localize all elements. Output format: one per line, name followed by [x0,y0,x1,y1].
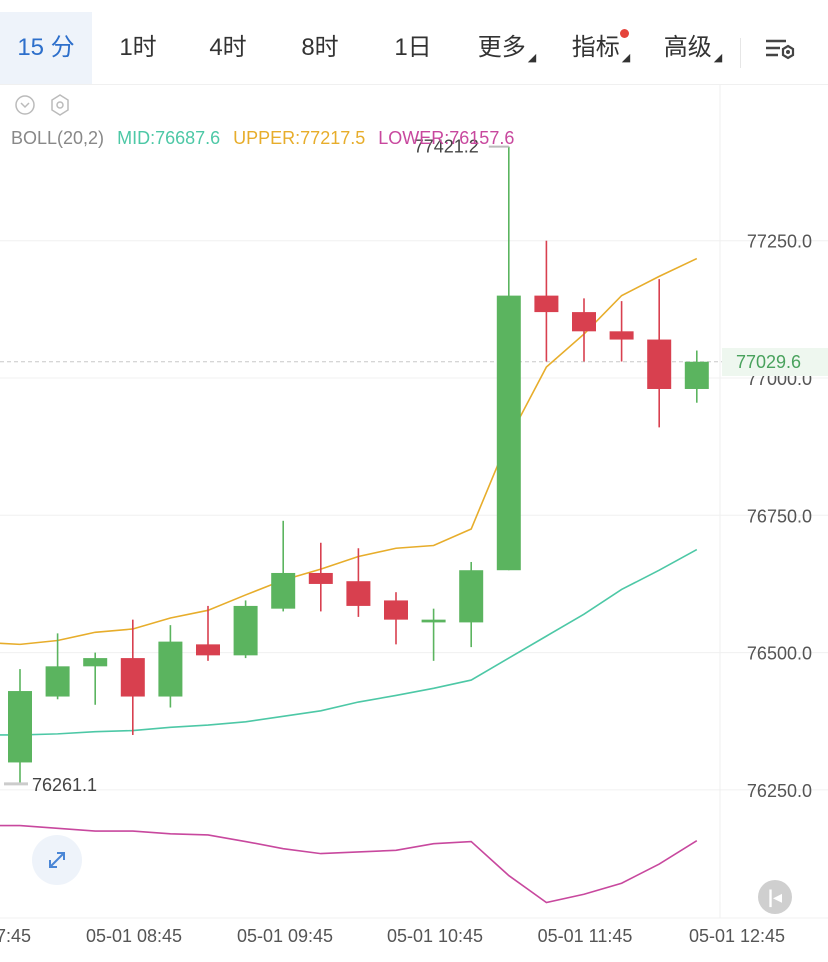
candle-up [421,619,446,623]
chart-settings-icon[interactable] [760,32,800,66]
candle-up [158,641,183,697]
boll-legend: BOLL(20,2) MID:76687.6 UPPER:77217.5 LOW… [11,128,522,149]
skip-back-icon: |◂ [767,887,783,907]
boll-upper-line [0,642,21,646]
high-label: 77421.2 [414,137,479,157]
scroll-to-latest-button[interactable]: |◂ [758,880,792,914]
x-tick-label: 7:45 [0,926,31,946]
y-tick-label: 76250.0 [747,781,812,801]
boll-mid-value: MID:76687.6 [117,128,221,148]
x-tick-label: 05-01 09:45 [237,926,333,946]
boll-name: BOLL(20,2) [11,128,105,148]
candle-down [384,600,408,620]
notification-dot-icon [620,29,629,38]
candle-up [83,658,108,667]
x-tick-label: 05-01 10:45 [387,926,483,946]
candle-up [496,295,521,571]
candle-down [120,658,145,697]
tab-indicators[interactable]: 指标 ◢ [556,12,646,84]
low-label: 76261.1 [32,775,97,795]
tab-label: 更多 [477,34,526,61]
indicator-settings-icon[interactable] [48,93,72,117]
tab-1d[interactable]: 1日 [371,12,455,84]
tab-label: 1日 [394,34,432,61]
dropdown-triangle-icon: ◢ [621,52,631,64]
x-tick-label: 05-01 11:45 [538,926,633,946]
candle-up [459,570,484,623]
tab-label: 8时 [301,34,339,61]
dropdown-triangle-icon: ◢ [713,52,723,64]
dropdown-triangle-icon: ◢ [527,52,537,64]
candle-up [233,605,258,656]
boll-lower-value: LOWER:76157.6 [378,128,515,148]
header-divider [0,84,828,85]
candle-down [534,295,559,313]
candle-down [647,339,672,389]
tab-8h[interactable]: 8时 [278,12,362,84]
candle-down [609,331,634,340]
tab-label: 指标 [571,34,620,61]
fullscreen-button[interactable] [32,835,82,885]
y-tick-label: 77250.0 [747,232,812,252]
tab-divider [740,38,741,68]
candle-down [346,581,371,606]
expand-icon [49,852,65,868]
tab-more[interactable]: 更多 ◢ [462,12,552,84]
tab-label: 1时 [119,34,157,61]
candle-up [45,666,70,697]
candle-up [684,361,709,389]
collapse-icon[interactable] [14,94,36,116]
candle-down [196,644,220,656]
tab-1h[interactable]: 1时 [96,12,180,84]
tab-15m[interactable]: 15 分 [0,12,92,84]
tab-advanced[interactable]: 高级 ◢ [648,12,738,84]
candle-down [308,572,333,584]
boll-lower-line [19,824,698,904]
y-tick-label: 76750.0 [747,506,812,526]
tab-4h[interactable]: 4时 [186,12,270,84]
boll-upper-value: UPPER:77217.5 [233,128,366,148]
tab-label: 15 分 [17,34,75,61]
candle-down [572,312,596,332]
timeframe-tabs: 15 分 1时 4时 8时 1日 更多 ◢ 指标 ◢ 高级 ◢ [0,12,828,84]
tab-label: 4时 [209,34,247,61]
y-tick-label: 76500.0 [747,644,812,664]
candle-up [271,572,296,609]
x-tick-label: 05-01 12:45 [689,926,785,946]
candle-up [8,691,32,763]
tab-label: 高级 [663,34,712,61]
x-tick-label: 05-01 08:45 [86,926,182,946]
current-price-tag: 77029.6 [722,348,828,376]
